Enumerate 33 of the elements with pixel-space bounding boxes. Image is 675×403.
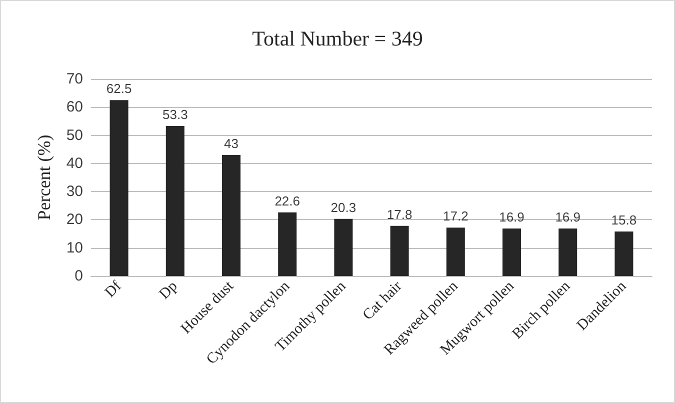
data-label: 16.9: [499, 209, 524, 224]
y-tick-label: 60: [66, 98, 83, 116]
data-label: 17.8: [386, 206, 412, 222]
data-label: 16.9: [555, 209, 581, 224]
data-label: 20.3: [330, 200, 356, 215]
bar: [446, 228, 465, 276]
x-tick-label: Df: [102, 278, 125, 301]
data-label: 62.5: [106, 81, 132, 96]
bar: [222, 154, 241, 276]
chart-title: Total Number = 349: [252, 26, 423, 50]
y-tick-label: 10: [66, 239, 83, 256]
bar: [334, 218, 353, 276]
x-tick-label: Dp: [156, 278, 181, 303]
bar: [558, 228, 578, 276]
y-tick-label: 0: [74, 268, 83, 284]
bar: [390, 226, 409, 276]
data-label: 43: [224, 136, 238, 151]
data-label: 17.2: [442, 208, 468, 224]
data-label: 22.6: [274, 193, 300, 208]
bar: [278, 212, 297, 276]
y-tick-label: 40: [66, 154, 83, 172]
bar: [614, 232, 634, 276]
bar: [166, 126, 184, 276]
bar: [110, 100, 128, 276]
y-tick-label: 70: [66, 70, 83, 88]
y-tick-label: 20: [66, 211, 83, 228]
data-label: 15.8: [611, 212, 637, 228]
y-tick-label: 50: [66, 126, 83, 144]
data-label: 53.3: [162, 107, 188, 122]
bar: [502, 228, 522, 276]
y-axis-title: Percent (%): [34, 134, 54, 220]
x-tick-label: Cat hair: [360, 278, 406, 324]
y-tick-label: 30: [66, 183, 83, 200]
